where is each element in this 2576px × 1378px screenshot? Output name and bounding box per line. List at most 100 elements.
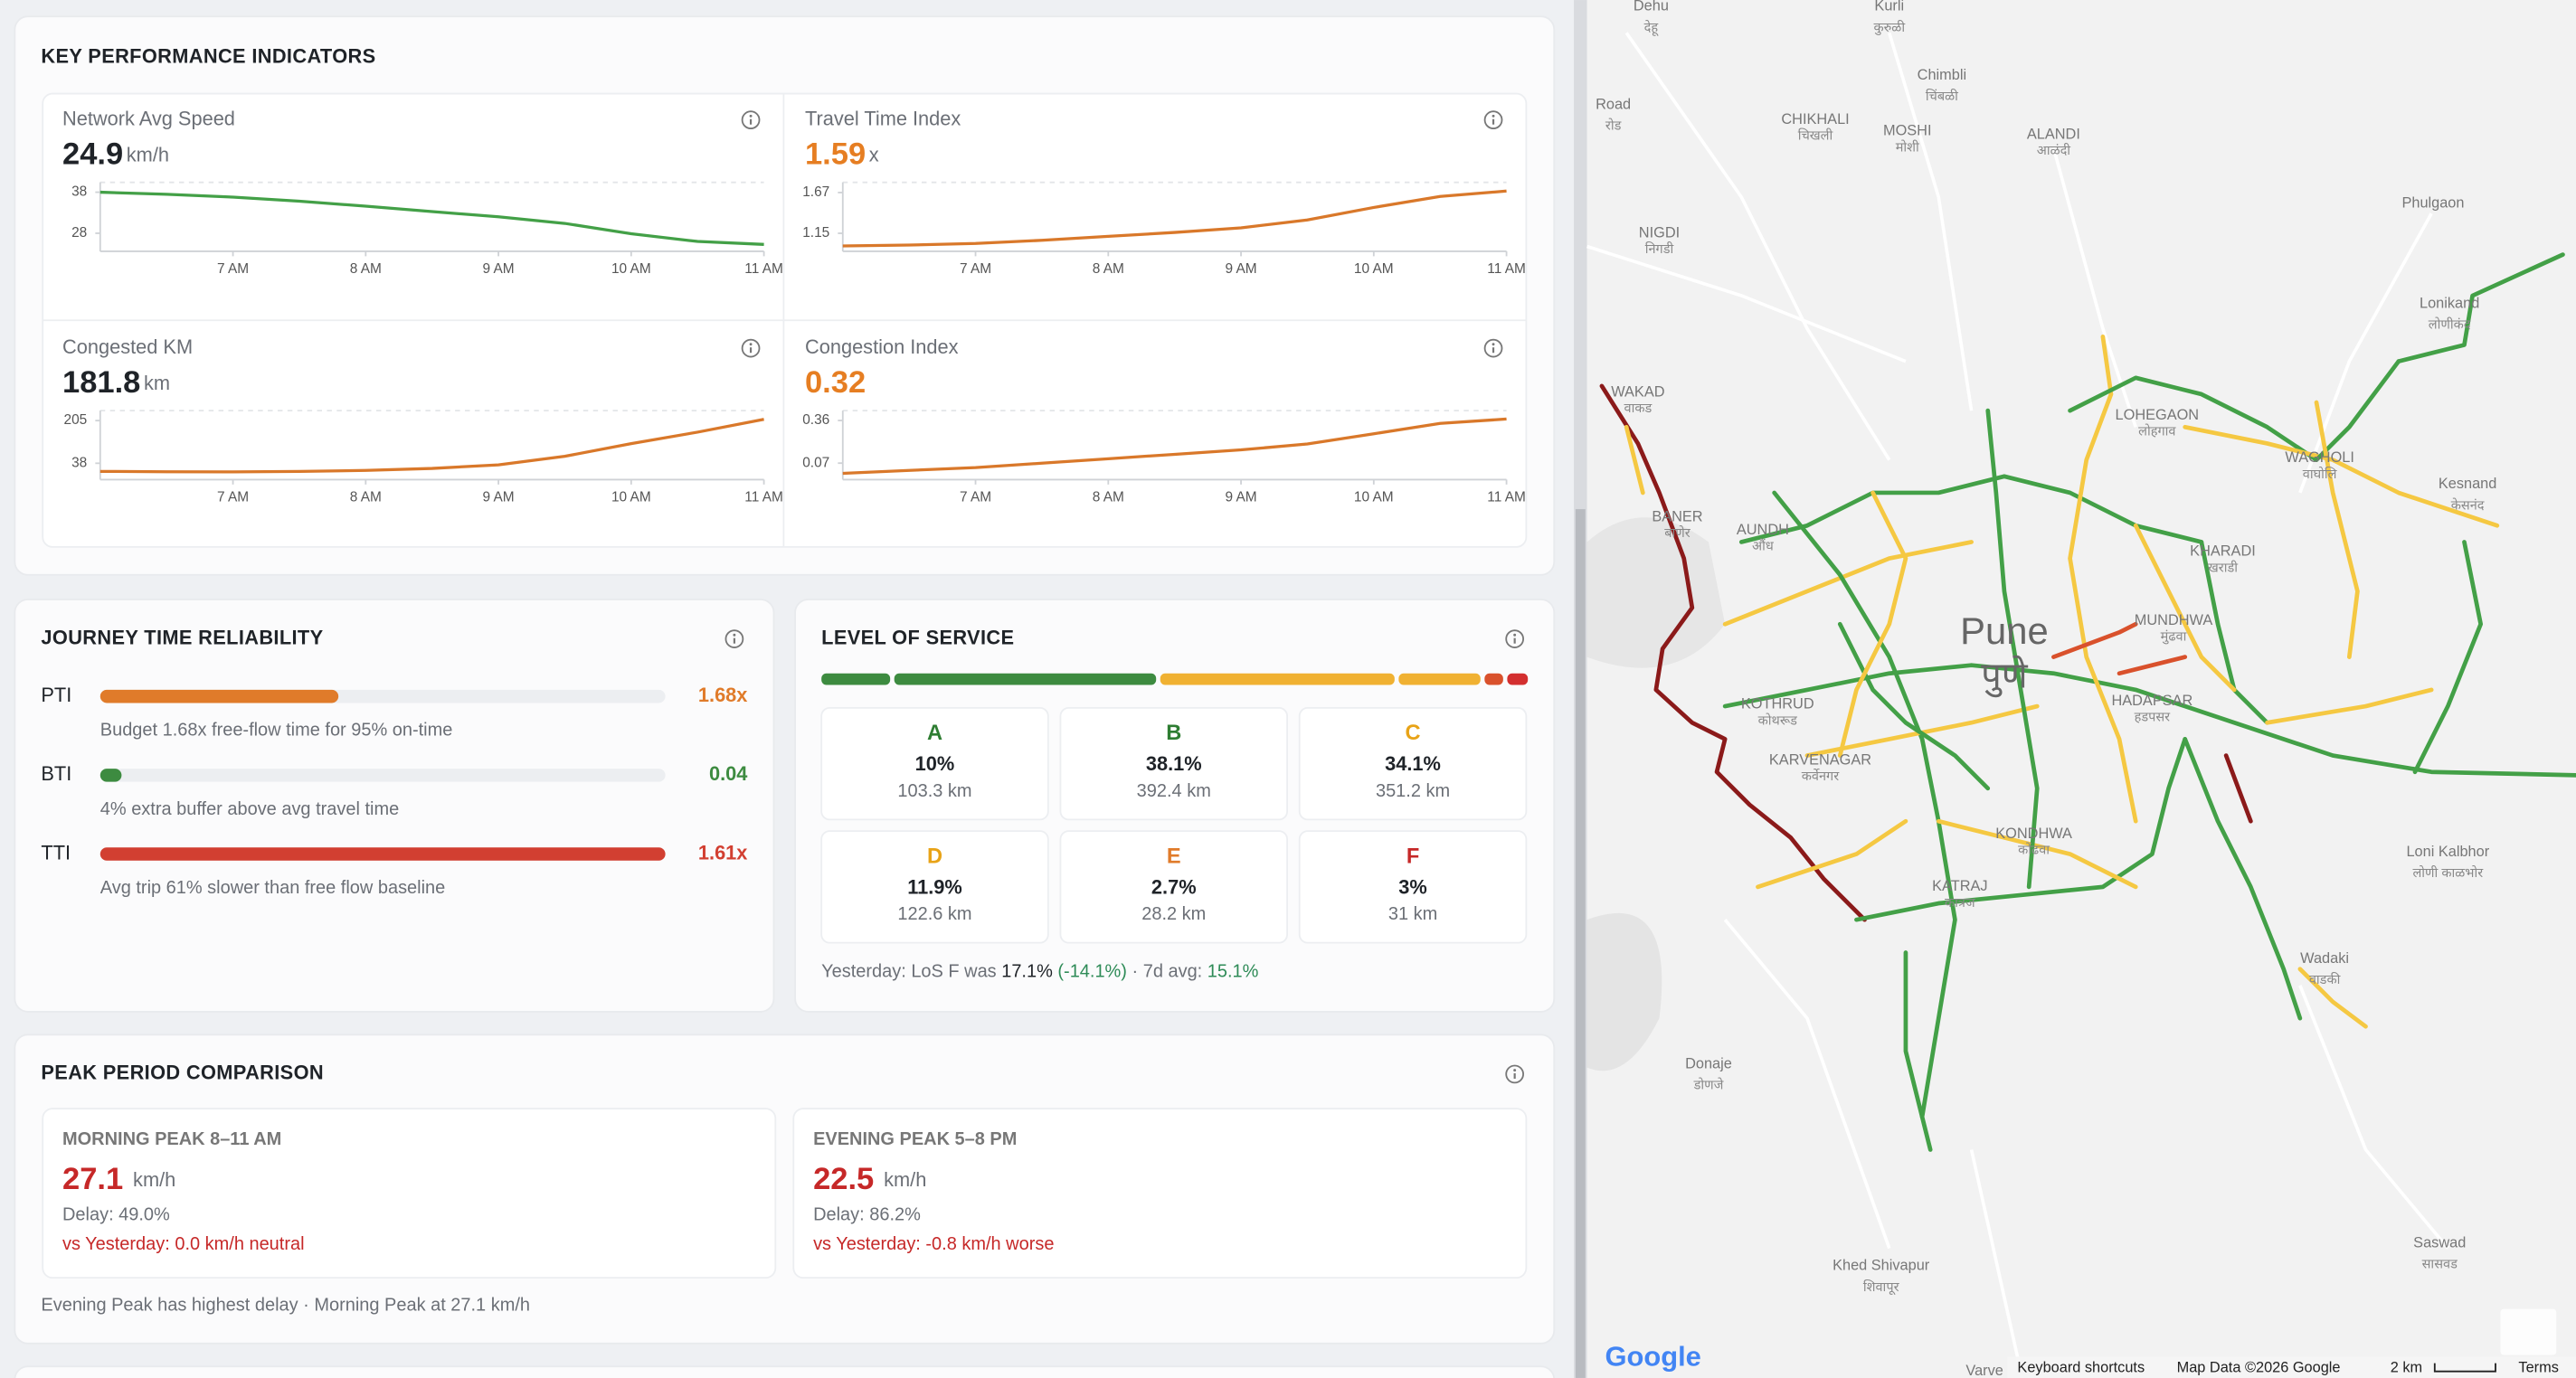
los-percent: 38.1%	[1146, 752, 1202, 775]
metric-value: 1.61x	[698, 841, 748, 864]
x-tick-label: 11 AM	[744, 261, 783, 277]
los-segment	[1484, 673, 1503, 685]
los-segment	[1507, 673, 1529, 685]
x-tick-label: 7 AM	[960, 489, 991, 505]
peak-box	[42, 1108, 777, 1279]
map-label-local: वाघोलि	[2303, 467, 2338, 482]
peak-value: 27.1 km/h	[62, 1162, 175, 1196]
map-link[interactable]: Keyboard shortcuts	[2017, 1359, 2145, 1375]
peak-delay: Delay: 49.0%	[62, 1204, 170, 1224]
metric-label: BTI	[41, 762, 71, 785]
x-tick-label: 10 AM	[1354, 489, 1394, 505]
map-attribution: Map Data ©2026 Google	[2177, 1359, 2341, 1375]
map-label-local: रोड	[1605, 118, 1622, 134]
map-label: Dehu	[1634, 0, 1669, 14]
los-box	[820, 706, 1049, 821]
metric-label: TTI	[41, 841, 71, 864]
terrain	[1586, 517, 1726, 668]
unit: km/h	[127, 143, 169, 165]
icon-circle	[1483, 110, 1503, 129]
los-km: 31 km	[1388, 904, 1437, 924]
map-label: Kurli	[1874, 0, 1904, 14]
map-label-local: कात्रज	[1945, 896, 1975, 911]
y-tick-label: 38	[71, 455, 87, 470]
y-tick-label: 1.67	[802, 184, 829, 200]
fullscreen-button[interactable]	[2500, 1308, 2557, 1355]
peak-value: 22.5 km/h	[813, 1162, 926, 1196]
los-box	[1298, 830, 1528, 944]
sparkline	[99, 190, 764, 246]
map-label: Varve	[1965, 1363, 2003, 1378]
map-label-local: औंध	[1752, 539, 1775, 554]
map[interactable]: Dehu देहू Kurli कुरुळी Road रोड Chimbli चिंबळी C…	[1586, 0, 2576, 1378]
sparkline	[842, 417, 1507, 476]
los-segment	[1398, 673, 1481, 685]
los-km: 122.6 km	[897, 904, 971, 924]
icon-circle	[741, 338, 761, 358]
map-link[interactable]: Terms	[2518, 1359, 2558, 1375]
icon-dot	[749, 343, 753, 346]
map-label: Wadaki	[2300, 950, 2349, 967]
info-icon[interactable]	[741, 110, 761, 129]
next-card	[14, 1365, 1556, 1378]
metric-description: Avg trip 61% slower than free flow basel…	[100, 878, 445, 898]
bar-fill	[99, 769, 122, 782]
kpi-label: Travel Time Index	[805, 107, 961, 129]
icon-dot	[1513, 633, 1517, 637]
map-label: Road	[1596, 97, 1631, 113]
scroll-thumb[interactable]	[1575, 509, 1586, 1378]
value: 24.9	[62, 137, 123, 172]
text: Yesterday: LoS F was	[821, 962, 1001, 982]
map-label-local: निगडी	[1645, 241, 1674, 257]
los-box	[1059, 830, 1288, 944]
los-km: 351.2 km	[1376, 781, 1450, 801]
icon-dot	[1492, 343, 1495, 346]
text: (-14.1%)	[1053, 962, 1127, 982]
icon-circle	[1505, 1064, 1525, 1084]
los-km: 103.3 km	[897, 781, 971, 801]
map-label-local: वाकड	[1624, 401, 1653, 416]
map-label-local: सासवड	[2422, 1257, 2458, 1271]
info-icon[interactable]	[741, 338, 761, 358]
map-background	[1586, 0, 2576, 1378]
icon-dot	[733, 633, 736, 637]
peak-box	[792, 1108, 1528, 1279]
value: 1.59	[805, 137, 866, 172]
info-icon[interactable]	[1483, 338, 1503, 358]
info-icon[interactable]	[724, 629, 744, 648]
info-icon[interactable]	[1505, 629, 1525, 648]
los-box	[820, 830, 1049, 944]
map-label: Saswad	[2413, 1234, 2466, 1251]
y-tick-label: 1.15	[802, 225, 829, 241]
value: 27.1	[62, 1162, 123, 1196]
los-segment	[894, 673, 1157, 685]
value: 0.32	[805, 365, 866, 400]
map-label-local: चिंबळी	[1926, 88, 1958, 104]
kpi-value: 24.9 km/h	[62, 137, 169, 172]
peak-delay: Delay: 86.2%	[813, 1204, 921, 1224]
info-icon[interactable]	[1483, 110, 1503, 129]
unit: x	[869, 143, 879, 165]
x-tick-label: 9 AM	[1225, 261, 1256, 277]
metric-description: 4% extra buffer above avg travel time	[100, 799, 399, 819]
card-title: JOURNEY TIME RELIABILITY	[41, 626, 323, 648]
map-label-local: डोणजे	[1693, 1077, 1724, 1092]
los-grade: D	[927, 845, 942, 868]
x-tick-label: 8 AM	[1093, 261, 1124, 277]
metric-value: 1.68x	[698, 684, 748, 706]
google-logo: Google	[1605, 1340, 1701, 1372]
los-percent: 11.9%	[907, 875, 962, 898]
x-tick-label: 7 AM	[960, 261, 991, 277]
map-label-local: कर्वेनगर	[1802, 769, 1840, 784]
x-tick-label: 8 AM	[1093, 489, 1124, 505]
peak-footer: Evening Peak has highest delay · Morning…	[41, 1295, 530, 1315]
los-grade: B	[1166, 722, 1181, 745]
map-label-local: लोहगाव	[2138, 424, 2176, 439]
map-label: CHIKHALI	[1781, 111, 1849, 127]
map-label-local: लोणीकंद	[2429, 317, 2471, 333]
card-title: KEY PERFORMANCE INDICATORS	[41, 44, 375, 67]
info-icon[interactable]	[1505, 1064, 1525, 1084]
los-footer: Yesterday: LoS F was 17.1% (-14.1%) · 7d…	[821, 962, 1258, 982]
